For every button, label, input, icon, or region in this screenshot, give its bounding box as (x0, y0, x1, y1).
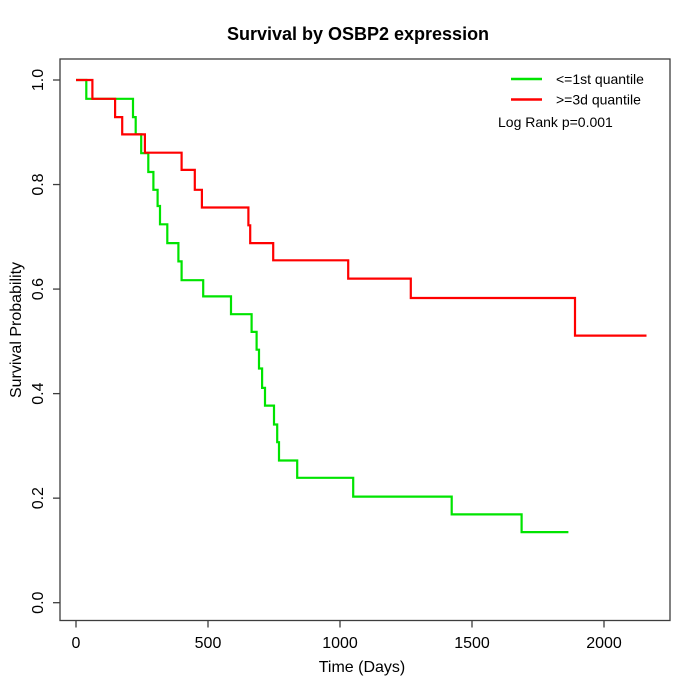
y-tick-label: 1.0 (30, 69, 47, 91)
y-tick-label: 0.2 (30, 487, 47, 509)
y-axis-title: Survival Probability (8, 262, 25, 398)
km-curve-first-quantile (76, 78, 569, 534)
y-tick-label: 0.8 (30, 173, 47, 195)
km-curves-layer (76, 78, 647, 534)
km-curve-third-quantile (76, 78, 647, 337)
plot-box (59, 58, 671, 622)
y-tick-label: 0.4 (30, 382, 47, 404)
legend-label-third-quantile: >=3d quantile (556, 92, 641, 108)
x-tick-label: 2000 (586, 635, 622, 652)
x-tick-label: 0 (72, 635, 81, 652)
axes-layer: 0 500 1000 1500 2000 0.0 0.2 0.4 0.6 0.8 1.0 (30, 58, 671, 652)
x-axis-title: Time (Days) (319, 659, 406, 676)
x-tick-label: 500 (195, 635, 222, 652)
x-tick-label: 1000 (322, 635, 358, 652)
x-tick-label: 1500 (454, 635, 490, 652)
legend: <=1st quantile >=3d quantile Log Rank p=… (498, 71, 644, 130)
log-rank-annotation: Log Rank p=0.001 (498, 114, 613, 130)
y-tick-label: 0.0 (30, 591, 47, 613)
legend-label-first-quantile: <=1st quantile (556, 71, 644, 87)
chart-title: Survival by OSBP2 expression (227, 24, 489, 44)
y-tick-label: 0.6 (30, 278, 47, 300)
